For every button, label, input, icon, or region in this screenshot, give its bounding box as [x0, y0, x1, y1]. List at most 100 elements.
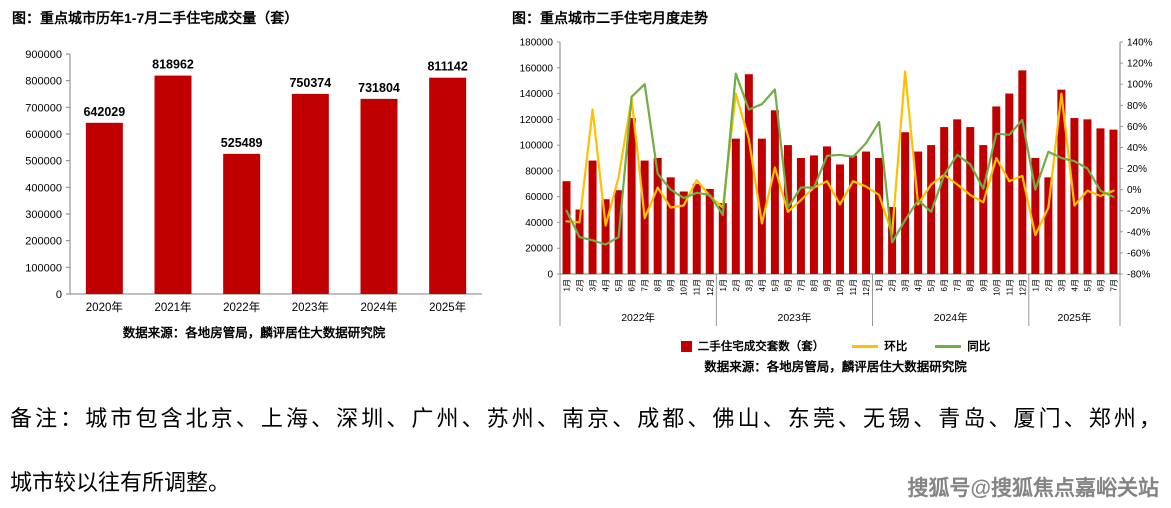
bar [744, 74, 753, 274]
left-y-tick-label: 0 [547, 270, 553, 281]
bar [1018, 70, 1027, 274]
bar [862, 151, 871, 274]
month-tick-label: 3月 [1057, 279, 1066, 291]
legend-label-yoy: 同比 [967, 341, 991, 353]
y-tick-label: 200000 [25, 236, 62, 248]
bar [429, 77, 467, 294]
y-tick-label: 0 [56, 289, 62, 301]
bar [679, 191, 688, 274]
bar [666, 177, 675, 274]
bar [809, 155, 818, 274]
x-tick-label: 2020年 [86, 300, 123, 314]
right-chart-source: 数据来源：各地房管局，麟评居住大数据研究院 [704, 360, 967, 374]
bar [627, 118, 636, 275]
month-tick-label: 2月 [576, 279, 585, 291]
y-tick-label: 700000 [25, 102, 62, 114]
month-tick-label: 11月 [1005, 279, 1014, 295]
bar [731, 138, 740, 274]
month-tick-label: 5月 [1083, 279, 1092, 291]
bar [1005, 93, 1014, 274]
right-y-tick-label: 0% [1127, 185, 1142, 196]
y-tick-label: 100000 [25, 262, 62, 274]
left-y-tick-label: 40000 [525, 218, 553, 229]
bar [953, 119, 962, 274]
month-tick-label: 8月 [654, 279, 663, 291]
month-tick-label: 10月 [680, 279, 689, 296]
legend-label-volume: 二手住宅成交套数（套） [697, 341, 825, 353]
left-y-tick-label: 80000 [525, 166, 553, 177]
bar [291, 93, 329, 294]
month-tick-label: 10月 [992, 279, 1001, 296]
bar [1031, 158, 1040, 274]
x-tick-label: 2025年 [429, 300, 466, 314]
bar [692, 183, 701, 274]
y-tick-label: 500000 [25, 156, 62, 168]
bar [849, 155, 858, 274]
charts-row: 图：重点城市历年1-7月二手住宅成交量（套） 0 100000 200000 3000… [12, 6, 1161, 375]
bar [770, 110, 779, 274]
bar [223, 153, 261, 294]
right-y-tick-label: 20% [1127, 164, 1147, 175]
remark-line-2: 城市较以往有所调整。 [10, 470, 231, 495]
bar [360, 98, 398, 294]
bar-value-label: 731804 [358, 81, 400, 95]
bar [601, 199, 610, 274]
yoy-line-icon [935, 344, 962, 348]
bar-value-label: 750374 [289, 76, 331, 90]
right-y-tick-label: -20% [1127, 206, 1150, 217]
year-tick-label: 2024年 [934, 311, 968, 324]
legend-label-mom: 环比 [884, 341, 908, 353]
month-tick-label: 7月 [953, 279, 962, 291]
bar [992, 106, 1001, 274]
bar [979, 145, 988, 274]
right-y-tick-label: 80% [1127, 101, 1147, 112]
month-tick-label: 9月 [823, 279, 832, 291]
bar [1109, 129, 1118, 274]
month-tick-label: 5月 [615, 279, 624, 291]
left-y-tick-label: 20000 [525, 244, 553, 255]
month-tick-label: 12月 [706, 279, 715, 296]
bar [154, 75, 192, 294]
month-tick-label: 2月 [1044, 279, 1053, 291]
x-tick-label: 2022年 [223, 300, 260, 314]
month-tick-label: 8月 [810, 279, 819, 291]
right-y-tick-label: -40% [1127, 227, 1150, 238]
left-chart-canvas: 0 100000 200000 300000 400000 500000 600000 700… [25, 49, 482, 314]
bar [875, 158, 884, 274]
month-tick-label: 5月 [927, 279, 936, 291]
bar [901, 132, 910, 274]
month-tick-label: 5月 [771, 279, 780, 291]
right-y-tick-label: -80% [1127, 270, 1150, 281]
bar-value-label: 642029 [83, 105, 125, 119]
month-tick-label: 3月 [589, 279, 598, 291]
month-tick-label: 4月 [758, 279, 767, 291]
month-tick-label: 2月 [888, 279, 897, 291]
right-y-tick-label: 120% [1127, 59, 1153, 70]
year-tick-label: 2023年 [777, 311, 811, 324]
bar [940, 127, 949, 274]
month-tick-label: 4月 [914, 279, 923, 291]
month-tick-label: 4月 [1070, 279, 1079, 291]
right-chart-canvas: 0 20000 40000 60000 80000 100000 120000 140000 1… [520, 38, 1153, 326]
right-chart: 图：重点城市二手住宅月度走势 0 20000 40000 60000 80000 1000… [498, 6, 1161, 375]
bar [914, 151, 923, 274]
bar [757, 138, 766, 274]
mom-line-icon [852, 344, 879, 348]
bar [822, 146, 831, 274]
year-tick-label: 2022年 [621, 311, 655, 324]
x-tick-label: 2021年 [154, 300, 191, 314]
month-tick-label: 1月 [875, 279, 884, 291]
left-chart-title: 图：重点城市历年1-7月二手住宅成交量（套） [12, 10, 299, 26]
bar [588, 160, 597, 274]
bar-value-label: 811142 [427, 60, 467, 74]
month-tick-label: 2月 [732, 279, 741, 291]
month-tick-label: 9月 [667, 279, 676, 291]
month-tick-label: 6月 [1097, 279, 1106, 291]
bar [1070, 118, 1079, 275]
month-tick-label: 3月 [745, 279, 754, 291]
bar [705, 188, 714, 274]
x-tick-label: 2024年 [360, 300, 397, 314]
left-y-tick-label: 100000 [520, 141, 554, 152]
month-tick-label: 6月 [628, 279, 637, 291]
month-tick-label: 4月 [602, 279, 611, 291]
